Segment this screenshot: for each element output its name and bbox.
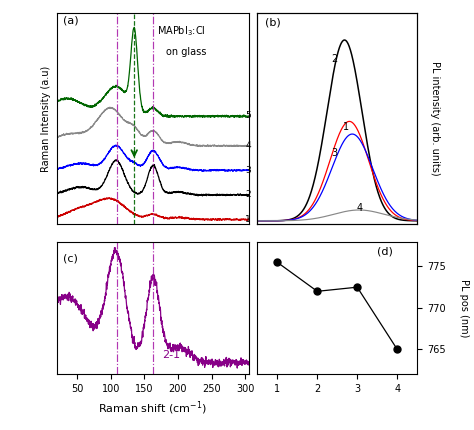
Text: 2: 2 bbox=[331, 54, 337, 64]
Text: (d): (d) bbox=[377, 247, 393, 257]
Text: (c): (c) bbox=[63, 254, 78, 264]
Text: 3: 3 bbox=[245, 166, 251, 175]
Text: on glass: on glass bbox=[166, 47, 207, 57]
Text: 4: 4 bbox=[356, 203, 362, 213]
Text: 4: 4 bbox=[245, 141, 251, 150]
Text: 2: 2 bbox=[245, 190, 251, 200]
Text: MAPbI$_3$:Cl: MAPbI$_3$:Cl bbox=[156, 24, 205, 38]
Text: (b): (b) bbox=[265, 18, 281, 28]
X-axis label: Raman shift (cm$^{-1}$): Raman shift (cm$^{-1}$) bbox=[98, 399, 207, 417]
Text: (a): (a) bbox=[63, 15, 78, 25]
Y-axis label: PL pos (nm): PL pos (nm) bbox=[459, 279, 469, 337]
Text: 3: 3 bbox=[331, 148, 337, 158]
Y-axis label: PL intensity (arb. units): PL intensity (arb. units) bbox=[429, 61, 439, 176]
Text: 1: 1 bbox=[245, 215, 251, 224]
Y-axis label: Raman Intensity (a.u): Raman Intensity (a.u) bbox=[41, 65, 51, 172]
Text: 5: 5 bbox=[245, 111, 251, 120]
Text: 2-1: 2-1 bbox=[162, 350, 181, 360]
Text: 1: 1 bbox=[343, 123, 349, 132]
